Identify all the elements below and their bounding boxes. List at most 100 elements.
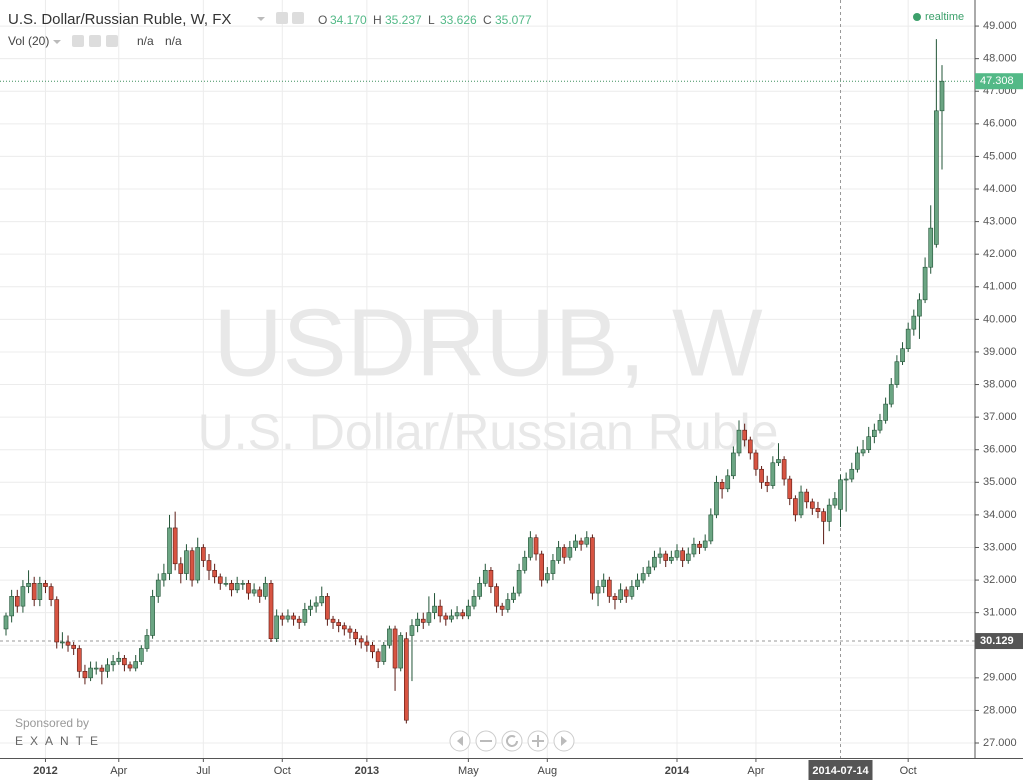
sponsor-caption: Sponsored by — [15, 716, 89, 730]
candle-body — [764, 482, 770, 486]
x-tick-label: Apr — [747, 765, 764, 777]
candle-body — [184, 550, 189, 574]
candle-body — [697, 543, 702, 548]
chart-title: U.S. Dollar/Russian Ruble, W, FX — [8, 11, 231, 28]
candle-body — [71, 644, 76, 649]
scroll-left-icon — [457, 736, 463, 746]
candle-body — [99, 667, 105, 672]
candle-body — [793, 498, 798, 516]
candle-body — [567, 547, 573, 558]
title-icon-settings — [292, 12, 304, 24]
candle-body — [657, 553, 663, 558]
candle-body — [341, 625, 347, 630]
candle-body — [14, 596, 20, 607]
candle-body — [3, 615, 9, 630]
candle-body — [172, 527, 178, 565]
candle-body — [296, 618, 302, 623]
candle-body — [31, 583, 37, 600]
candle-body — [860, 449, 866, 454]
x-tick-label: Oct — [900, 765, 917, 777]
candle-body — [776, 459, 781, 464]
candle-body — [263, 583, 268, 597]
candle-body — [347, 628, 353, 633]
candle-body — [832, 498, 838, 506]
candle-body — [742, 429, 747, 441]
candle-body — [494, 586, 499, 607]
candle-body — [618, 589, 623, 600]
y-tick-label: 44.000 — [983, 183, 1017, 195]
candle-body — [251, 589, 257, 594]
candle-body — [934, 110, 939, 245]
watermark-symbol: USDRUB, W — [213, 289, 763, 396]
candle-body — [843, 478, 849, 481]
candle-body — [578, 540, 584, 545]
crosshair-price-tag — [975, 633, 1023, 650]
y-tick-label: 40.000 — [983, 313, 1017, 325]
candle-body — [76, 648, 82, 672]
candle-body — [240, 583, 246, 585]
volume-value: n/a — [137, 34, 154, 48]
y-tick-label: 38.000 — [983, 378, 1017, 390]
x-tick-label: Aug — [538, 765, 558, 777]
volume-label: Vol (20) — [8, 34, 49, 48]
candle-body — [189, 550, 195, 581]
candle-body — [770, 462, 776, 486]
candle-body — [482, 569, 488, 584]
candle-body — [229, 583, 234, 591]
x-tick-label: 2013 — [355, 765, 379, 777]
candle-body — [48, 586, 54, 600]
realtime-dot — [913, 13, 921, 21]
ohlc-key: C — [483, 13, 492, 27]
volume-menu-arrow — [53, 40, 61, 44]
candle-body — [736, 429, 742, 454]
candle-body — [398, 635, 404, 669]
reset-icon — [506, 735, 518, 747]
candle-body — [550, 560, 556, 574]
candle-body — [652, 556, 657, 568]
candle-body — [257, 589, 263, 597]
candle-body — [516, 569, 522, 594]
candle-body — [217, 576, 223, 584]
y-tick-label: 49.000 — [983, 20, 1017, 32]
candle-body — [747, 439, 753, 454]
y-tick-label: 46.000 — [983, 118, 1017, 130]
grid — [0, 0, 975, 758]
candle-body — [561, 547, 567, 558]
candle-body — [900, 348, 905, 363]
candle-body — [325, 596, 330, 620]
navigation-buttons — [449, 730, 575, 752]
x-tick-label: 2014 — [665, 765, 690, 777]
y-tick-label: 37.000 — [983, 411, 1017, 423]
candle-body — [488, 569, 494, 587]
candle-body — [522, 556, 528, 571]
candle-body — [725, 475, 731, 490]
scroll-right-icon — [561, 736, 567, 746]
y-tick-label: 39.000 — [983, 346, 1017, 358]
candle-body — [330, 618, 336, 623]
candle-body — [105, 664, 110, 672]
realtime-status: realtime — [925, 11, 964, 23]
candle-body — [798, 491, 804, 516]
candle-body — [917, 299, 922, 317]
ohlc-key: O — [318, 13, 327, 27]
candle-body — [719, 482, 725, 490]
candle-body — [635, 579, 640, 587]
ohlc-value: 35.077 — [495, 13, 532, 27]
last-price-label: 47.308 — [980, 75, 1014, 87]
candles — [3, 39, 945, 724]
candle-body — [116, 657, 122, 662]
reset-button[interactable] — [501, 730, 523, 752]
candle-body — [291, 615, 296, 620]
candle-body — [866, 436, 872, 451]
candle-body — [821, 511, 826, 522]
zoom-out-icon — [480, 740, 492, 742]
candle-body — [212, 569, 217, 578]
candle-body — [279, 615, 285, 620]
y-tick-label: 28.000 — [983, 704, 1017, 716]
candle-body — [877, 420, 883, 431]
ohlc-key: L — [428, 13, 435, 27]
candle-body — [82, 671, 88, 679]
candle-body — [533, 537, 539, 555]
volume-icon-close — [106, 35, 118, 47]
candle-body — [888, 384, 894, 405]
